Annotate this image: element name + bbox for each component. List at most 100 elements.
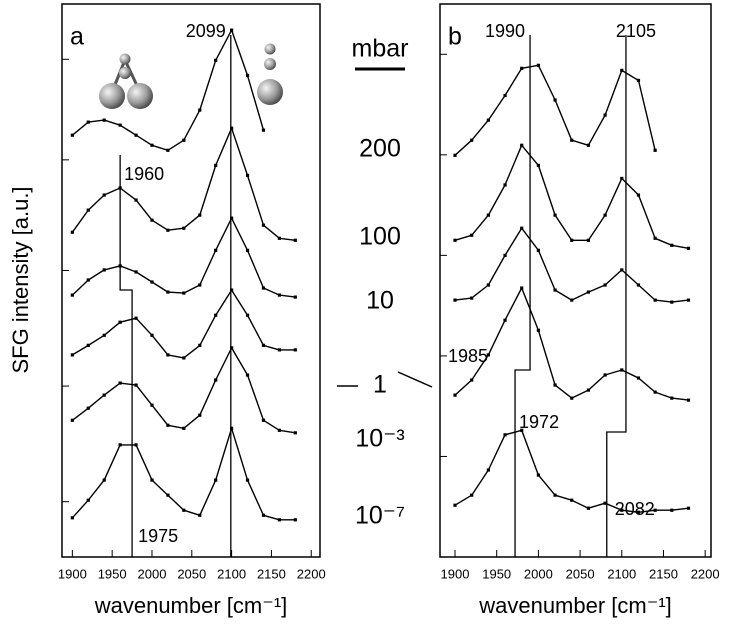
peak-label: 1972 (519, 412, 559, 432)
data-point (245, 373, 250, 377)
data-point (636, 193, 641, 197)
x-axis-label: wavenumber [cm⁻¹] (94, 593, 288, 618)
data-point (486, 468, 490, 472)
data-point (134, 270, 138, 274)
data-point (536, 328, 540, 332)
data-point (470, 296, 474, 300)
data-point (198, 108, 202, 112)
data-point (453, 503, 457, 507)
data-point (586, 143, 591, 147)
data-point (453, 393, 457, 397)
data-point (102, 268, 106, 272)
data-point (70, 230, 74, 234)
data-point (150, 478, 154, 482)
data-point (653, 298, 657, 302)
data-point (245, 313, 250, 317)
data-point (134, 133, 138, 137)
data-point (166, 353, 170, 357)
spectrum-line (72, 289, 296, 359)
data-point (102, 478, 106, 482)
data-point (182, 508, 186, 512)
data-point (277, 236, 281, 240)
data-point (553, 493, 557, 497)
peak-label: 1990 (485, 21, 525, 41)
data-point (261, 513, 266, 517)
data-point (636, 78, 641, 83)
connector (397, 371, 433, 388)
data-point (293, 518, 297, 522)
data-point (230, 126, 234, 130)
data-point (686, 246, 691, 250)
data-point (293, 348, 297, 352)
data-point (182, 226, 186, 230)
data-point (670, 508, 674, 512)
peak-label: 2105 (616, 21, 656, 41)
x-tick-label: 2200 (297, 566, 326, 581)
data-point (620, 508, 624, 512)
data-point (182, 138, 186, 142)
data-point (245, 173, 250, 178)
data-point (134, 443, 138, 447)
data-point (686, 398, 691, 402)
data-point (670, 396, 674, 400)
x-tick-label: 2150 (649, 566, 678, 581)
data-point (198, 283, 202, 287)
peak-label: 1960 (124, 164, 164, 184)
data-point (230, 288, 234, 292)
plot-frame (61, 3, 321, 558)
data-point (503, 183, 507, 187)
data-point (620, 68, 624, 72)
data-point (636, 376, 641, 380)
molecule-linear (257, 43, 283, 105)
data-point (293, 238, 297, 242)
data-point (503, 253, 507, 257)
data-point (603, 501, 607, 505)
peak-label: 1985 (448, 346, 488, 366)
data-point (570, 138, 574, 142)
spectrum-line (71, 127, 296, 241)
data-point (603, 113, 607, 117)
data-point (198, 343, 202, 347)
data-point (198, 213, 202, 217)
data-point (536, 473, 540, 477)
x-tick-label: 2050 (177, 566, 206, 581)
data-point (214, 163, 218, 167)
data-point (166, 493, 170, 497)
x-tick-label: 1950 (482, 566, 511, 581)
peak-guide (119, 155, 133, 557)
data-point (520, 143, 524, 147)
data-point (670, 243, 674, 247)
data-point (293, 431, 297, 435)
data-point (134, 198, 138, 202)
x-tick-label: 2000 (524, 566, 553, 581)
data-point (102, 118, 106, 122)
pressure-label: 10⁻⁷ (355, 502, 405, 530)
data-point (86, 343, 90, 347)
x-tick-label: 2100 (217, 566, 246, 581)
data-point (470, 493, 474, 497)
data-point (261, 223, 266, 227)
data-point (134, 383, 138, 387)
data-point (70, 418, 74, 422)
spectrum-line (71, 427, 296, 521)
data-point (520, 286, 524, 290)
data-point (470, 378, 474, 382)
data-point (636, 283, 641, 287)
data-point (503, 318, 507, 322)
data-point (166, 228, 170, 232)
x-axis-label: wavenumber [cm⁻¹] (478, 593, 672, 618)
data-point (102, 193, 106, 197)
data-point (214, 313, 218, 317)
data-point (261, 418, 266, 422)
x-tick-label: 2200 (691, 566, 720, 581)
data-point (70, 353, 74, 357)
data-point (453, 238, 457, 242)
pressure-label: 1 (373, 371, 387, 399)
data-point (293, 295, 297, 299)
data-point (150, 403, 154, 407)
data-point (503, 93, 507, 98)
data-point (261, 343, 266, 347)
data-point (570, 396, 574, 400)
data-point (277, 293, 281, 297)
x-tick-label: 2100 (607, 566, 636, 581)
